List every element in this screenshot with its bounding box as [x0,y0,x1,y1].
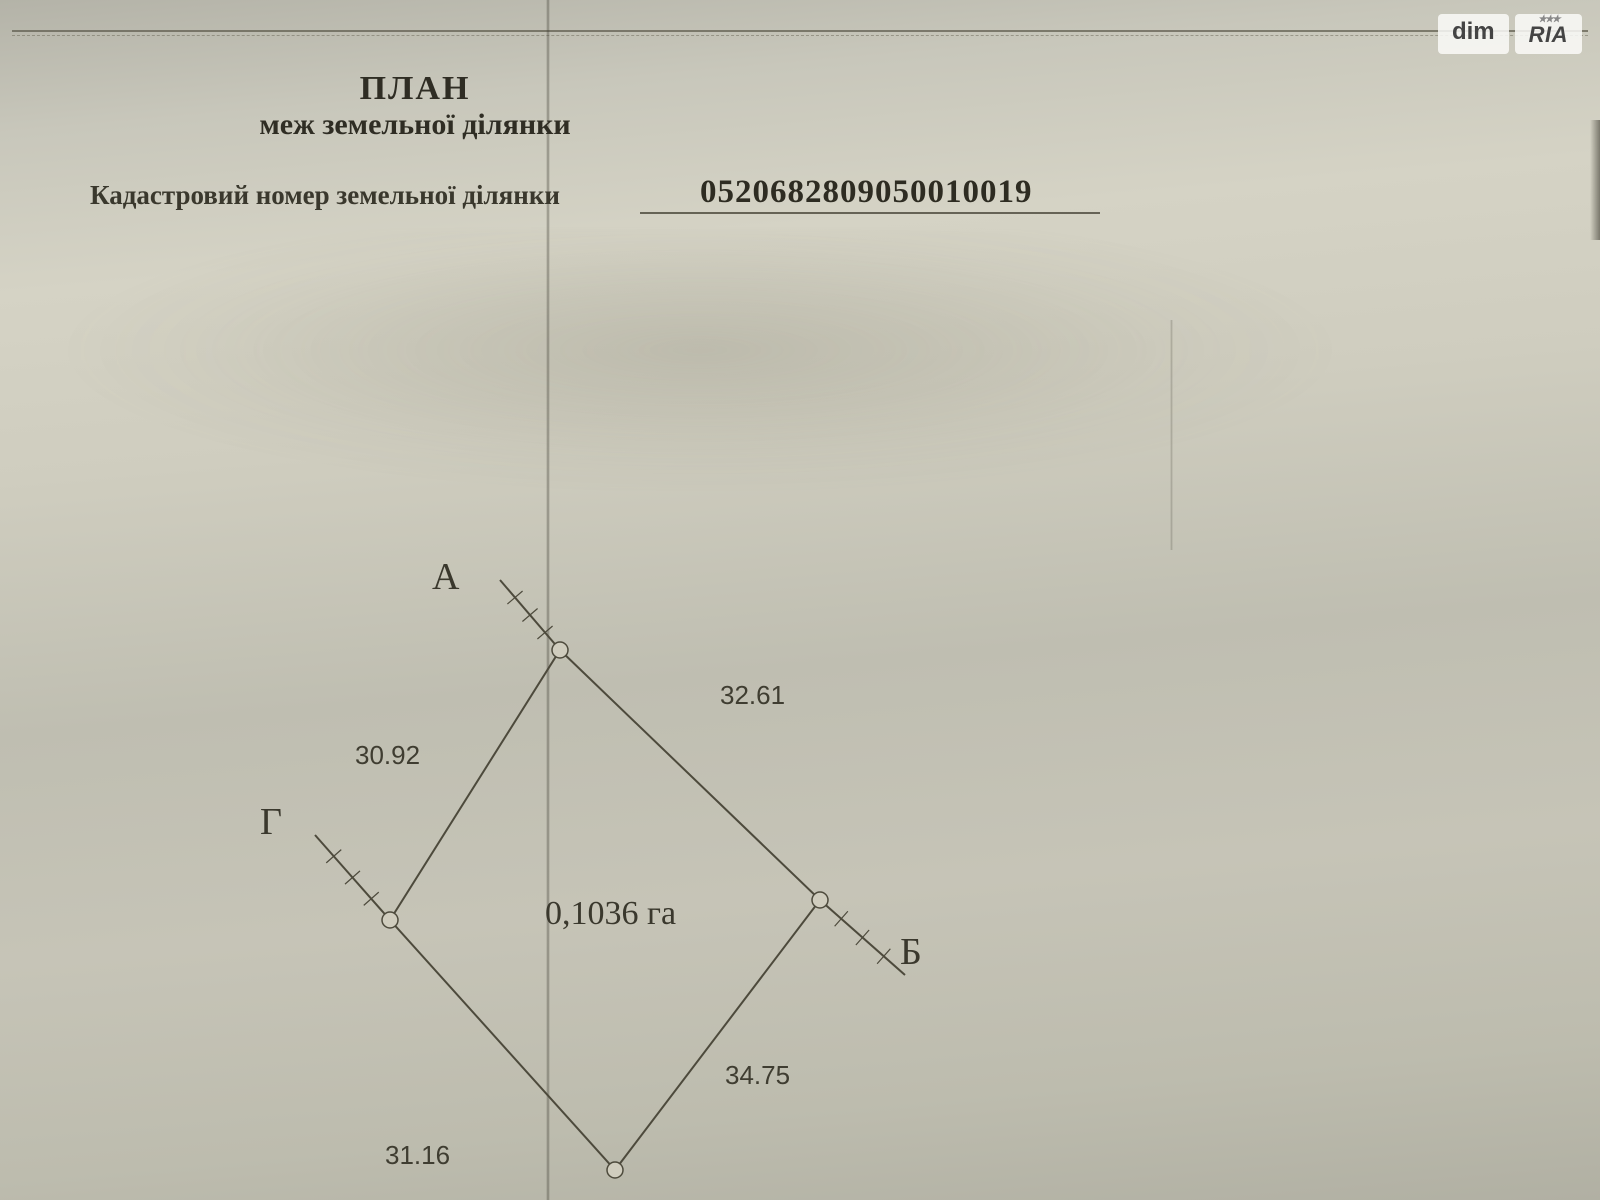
hatch-tick [537,626,552,639]
edge-length-label: 32.61 [720,680,785,711]
vertex-label-G: Г [260,800,282,844]
vertex-label-B: Б [900,930,922,974]
vertex-marker [382,912,398,928]
vertex-marker [812,892,828,908]
vertex-marker [552,642,568,658]
watermark-ria: ★★★ RIA [1515,14,1582,54]
vertex-marker [607,1162,623,1178]
parcel-diagram [0,0,1600,1200]
edge-length-label: 30.92 [355,740,420,771]
edge-length-label: 34.75 [725,1060,790,1091]
edge-length-label: 31.16 [385,1140,450,1171]
watermark-stars-icon: ★★★ [1538,15,1559,25]
hatch-tick [522,608,537,621]
watermark-dim: dim [1438,14,1509,54]
watermark-badges: dim ★★★ RIA [1438,14,1582,54]
watermark-ria-text: RIA [1529,22,1568,47]
hatch-tick [507,591,522,604]
parcel-area-label: 0,1036 га [545,895,676,933]
document-page: ПЛАН меж земельної ділянки Кадастровий н… [0,0,1600,1200]
vertex-label-A: А [432,555,459,599]
